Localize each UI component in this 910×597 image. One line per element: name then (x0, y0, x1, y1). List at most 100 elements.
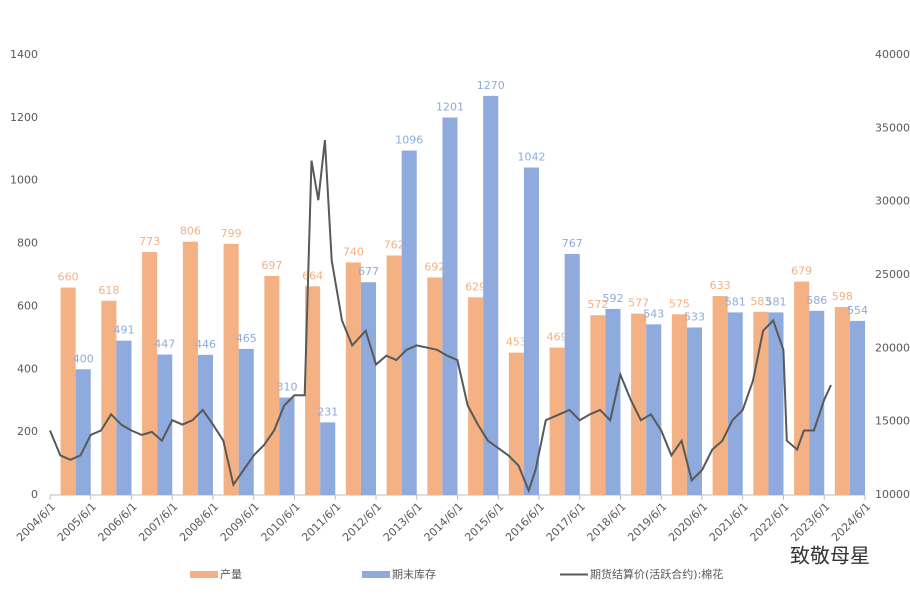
value-label: 447 (154, 338, 175, 351)
bar (386, 255, 402, 495)
x-tick-label: 2010/6/1 (259, 500, 303, 544)
bar (238, 348, 254, 495)
y-tick-label: 600 (17, 299, 38, 312)
y2-tick-label: 20000 (875, 341, 910, 354)
x-tick-label: 2024/6/1 (829, 500, 873, 544)
value-label: 697 (261, 259, 282, 272)
value-label: 575 (669, 297, 690, 310)
x-tick-label: 2014/6/1 (422, 500, 466, 544)
value-label: 633 (710, 279, 731, 292)
value-label: 1042 (517, 151, 545, 164)
value-label: 677 (358, 265, 379, 278)
bar (60, 287, 76, 495)
legend-label: 期货结算价(活跃合约):棉花 (590, 567, 723, 581)
bar (182, 241, 198, 495)
value-label: 679 (791, 265, 812, 278)
value-label: 469 (547, 331, 568, 344)
bar (483, 95, 499, 495)
bar (345, 262, 361, 495)
value-label: 572 (587, 298, 608, 311)
y-tick-label: 1000 (10, 174, 38, 187)
line (49, 139, 832, 494)
legend-label: 产量 (220, 567, 242, 581)
y2-tick-label: 10000 (875, 488, 910, 501)
x-tick-label: 2006/6/1 (96, 500, 140, 544)
x-tick-label: 2018/6/1 (585, 500, 629, 544)
value-label: 581 (765, 295, 786, 308)
value-label: 767 (562, 237, 583, 250)
bar (590, 315, 606, 495)
bar (305, 286, 321, 495)
bar (116, 340, 132, 495)
legend-swatch (362, 571, 390, 578)
y2-tick-label: 15000 (875, 415, 910, 428)
y2-tick-label: 40000 (875, 48, 910, 61)
x-tick-label: 2004/6/1 (14, 500, 58, 544)
bar (794, 281, 810, 495)
x-tick-label: 2023/6/1 (788, 500, 832, 544)
value-label: 799 (221, 227, 242, 240)
x-tick-label: 2008/6/1 (177, 500, 221, 544)
bar (549, 347, 565, 495)
bar (157, 354, 173, 495)
bar (360, 282, 376, 495)
value-label: 740 (343, 245, 364, 258)
x-tick-label: 2022/6/1 (748, 500, 792, 544)
x-tick-label: 2015/6/1 (462, 500, 506, 544)
value-label: 446 (195, 338, 216, 351)
y2-tick-label: 35000 (875, 121, 910, 134)
value-label: 465 (236, 332, 257, 345)
value-label: 543 (643, 307, 664, 320)
bar (564, 253, 580, 495)
value-label: 453 (506, 336, 527, 349)
value-label: 618 (98, 284, 119, 297)
x-tick-label: 2012/6/1 (340, 500, 384, 544)
x-tick-label: 2013/6/1 (381, 500, 425, 544)
value-label: 1096 (395, 134, 423, 147)
bar (686, 327, 702, 495)
bar (605, 308, 621, 495)
value-label: 692 (424, 261, 445, 274)
y2-tick-label: 30000 (875, 195, 910, 208)
bar (834, 307, 850, 495)
x-tick-label: 2016/6/1 (503, 500, 547, 544)
x-tick-label: 2005/6/1 (55, 500, 99, 544)
bar (320, 422, 336, 495)
x-tick-label: 2020/6/1 (666, 500, 710, 544)
value-label: 1270 (477, 79, 505, 92)
bar (523, 167, 539, 495)
y-tick-label: 1400 (10, 48, 38, 61)
bar (223, 243, 239, 495)
watermark: 致敬母星 (790, 544, 870, 568)
value-label: 577 (628, 297, 649, 310)
x-tick-label: 2017/6/1 (544, 500, 588, 544)
bar (671, 314, 687, 495)
bar (75, 369, 91, 495)
x-tick-label: 2021/6/1 (707, 500, 751, 544)
bar (712, 296, 728, 495)
bar (442, 117, 458, 496)
x-tick-label: 2011/6/1 (299, 500, 343, 544)
bar (727, 312, 743, 495)
value-label: 310 (276, 381, 297, 394)
y-tick-label: 200 (17, 425, 38, 438)
bar (401, 150, 417, 496)
value-label: 491 (113, 324, 134, 337)
value-label: 586 (806, 294, 827, 307)
bar (427, 277, 443, 495)
x-tick-label: 2009/6/1 (218, 500, 262, 544)
y-tick-label: 800 (17, 237, 38, 250)
y-tick-label: 400 (17, 362, 38, 375)
y2-tick-label: 25000 (875, 268, 910, 281)
bar (101, 300, 117, 495)
value-label: 806 (180, 225, 201, 238)
bar (646, 324, 662, 495)
value-label: 554 (847, 304, 868, 317)
x-tick-label: 2007/6/1 (136, 500, 180, 544)
value-label: 581 (725, 295, 746, 308)
bar (849, 320, 865, 495)
x-tick-label: 2019/6/1 (625, 500, 669, 544)
value-label: 592 (602, 292, 623, 305)
bar (279, 397, 295, 495)
